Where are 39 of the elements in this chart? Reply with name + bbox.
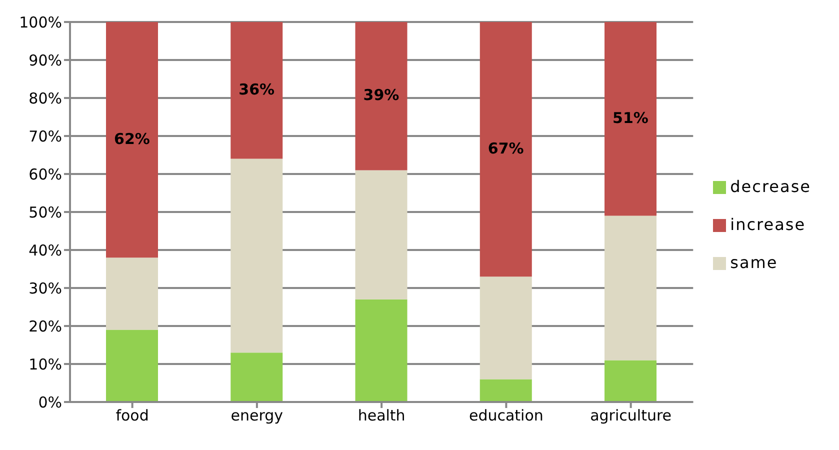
data-label: 67% xyxy=(488,139,524,158)
bar xyxy=(604,22,657,216)
x-tick-label: food xyxy=(116,406,149,425)
y-tick-label: 20% xyxy=(28,317,62,336)
y-tick-label: 10% xyxy=(28,355,62,374)
bar xyxy=(604,216,657,360)
x-tick-label: education xyxy=(468,406,544,425)
y-tick-label: 90% xyxy=(28,51,62,70)
bar xyxy=(230,158,283,353)
bar xyxy=(480,379,532,402)
bar xyxy=(480,22,532,277)
y-tick-label: 50% xyxy=(28,203,62,222)
y-tick-label: 70% xyxy=(28,127,62,146)
data-label: 39% xyxy=(363,86,400,104)
bar xyxy=(106,330,158,402)
data-label: 51% xyxy=(612,108,648,128)
bar xyxy=(480,276,532,380)
bar xyxy=(230,22,283,159)
bar xyxy=(355,299,408,402)
y-tick-label: 100% xyxy=(19,13,62,32)
legend-label: increase xyxy=(730,215,806,234)
bar xyxy=(355,170,408,300)
bar xyxy=(604,360,657,402)
y-tick-label: 30% xyxy=(28,279,62,298)
data-label: 36% xyxy=(238,80,275,99)
y-tick-label: 40% xyxy=(28,241,62,260)
legend-label: decrease xyxy=(730,177,811,196)
x-tick-label: energy xyxy=(230,406,284,425)
x-tick-label: agriculture xyxy=(590,406,672,425)
y-tick-label: 80% xyxy=(28,89,62,108)
bar xyxy=(230,352,283,402)
y-tick-label: 0% xyxy=(38,393,62,412)
bar xyxy=(355,22,408,170)
bar xyxy=(106,22,158,258)
legend-label: same xyxy=(730,253,778,272)
data-label: 62% xyxy=(114,130,150,148)
y-tick-label: 60% xyxy=(28,165,62,184)
bar xyxy=(106,258,158,330)
x-tick-label: health xyxy=(358,406,406,425)
